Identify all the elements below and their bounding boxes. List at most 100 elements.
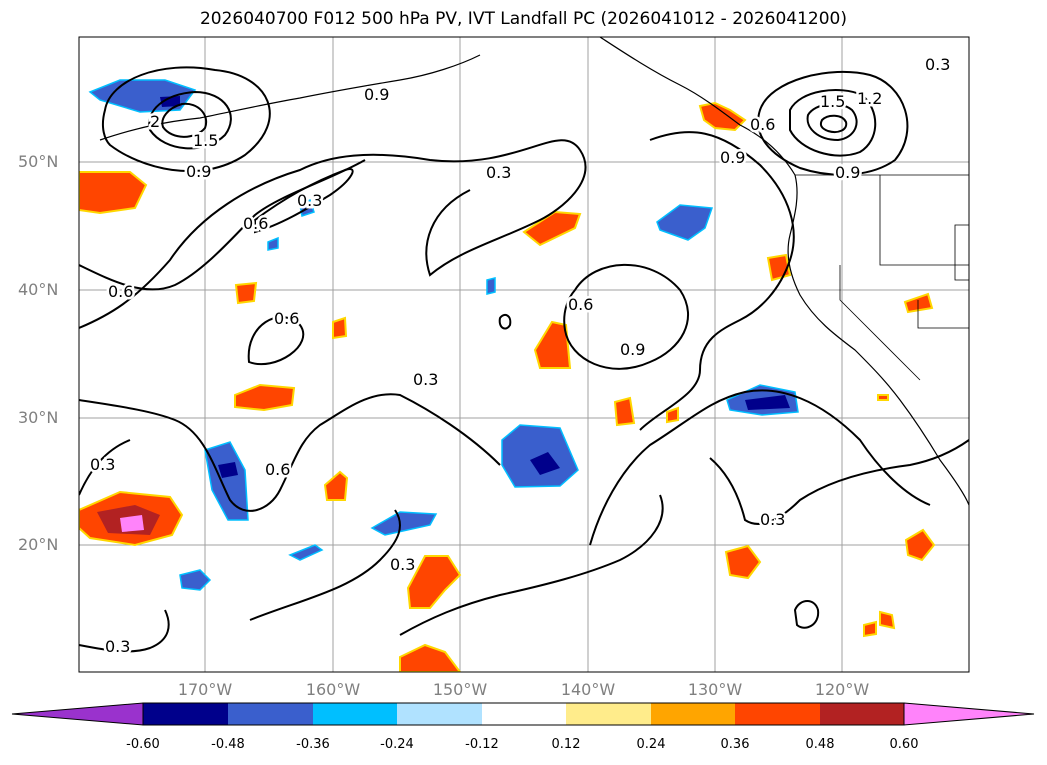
pos-blob (724, 544, 762, 580)
lon-label: 170°W (177, 680, 233, 699)
colorbar-tick: -0.24 (380, 737, 414, 752)
pos-blob (666, 406, 679, 424)
colorbar-swatch (482, 703, 566, 725)
pos-blob (877, 394, 889, 401)
contour-0.6-west (79, 139, 587, 329)
pos-blob (399, 643, 462, 672)
aleutians (99, 54, 481, 141)
map-background (79, 37, 969, 672)
contour-label: 0.6 (243, 214, 268, 233)
pos-blob (903, 292, 934, 314)
contour-2 (161, 102, 208, 138)
pos-blob (323, 470, 349, 501)
colorbar-swatch (313, 703, 397, 725)
neg-blob (267, 236, 279, 251)
state-border (839, 265, 921, 381)
contour-0.6-east (639, 131, 795, 431)
contour-label: 0.3 (486, 163, 511, 182)
pos-blob (863, 620, 877, 638)
colorbar-swatch (651, 703, 735, 725)
lon-label: 150°W (432, 680, 488, 699)
contour-label: 0.6 (750, 115, 775, 134)
pos-blob (234, 383, 296, 412)
contour-label: 1.2 (857, 89, 882, 108)
lat-label: 50°N (18, 152, 59, 171)
contour-0.3-se (709, 439, 969, 525)
pos-blob (879, 610, 896, 630)
neg-blob-core (218, 462, 238, 478)
coastline (99, 37, 969, 506)
contour-1.5 (148, 90, 232, 150)
contour-1.2 (789, 89, 877, 157)
colorbar-frame (142, 702, 905, 726)
pos-blob (613, 396, 636, 427)
colorbar-swatch (228, 703, 313, 725)
contour-small-se (793, 600, 820, 629)
contour-label: 2 (150, 112, 160, 131)
contour-label: 0.3 (90, 455, 115, 474)
colorbar-tick: 0.60 (889, 737, 919, 752)
lat-label: 20°N (18, 535, 59, 554)
chart-title: 2026040700 F012 500 hPa PV, IVT Landfall… (199, 9, 847, 29)
colorbar-tick: -0.12 (465, 737, 499, 752)
colorbar-swatch (566, 703, 651, 725)
colorbar-swatch (735, 703, 820, 725)
colorbar-extend-right (903, 702, 1035, 726)
contour-0.3-small (254, 168, 354, 234)
colorbar-swatch (397, 703, 482, 725)
contour-label: 0.3 (297, 191, 322, 210)
colorbar (11, 702, 1035, 726)
lon-label: 120°W (814, 680, 870, 699)
neg-blob (179, 569, 212, 591)
colorbar-tick: -0.36 (296, 737, 330, 752)
pos-blob (332, 316, 348, 340)
neg-blob (486, 277, 496, 295)
contour-label: 1.5 (820, 92, 845, 111)
gridlines (79, 37, 969, 672)
state-border (917, 300, 969, 329)
neg-blob (656, 204, 714, 241)
contour-0.9 (101, 66, 271, 173)
colorbar-tick: -0.60 (126, 737, 160, 752)
colorbar-tick: 0.36 (720, 737, 750, 752)
map-frame (78, 36, 970, 673)
lon-label: 160°W (305, 680, 361, 699)
colorbar-tick: 0.24 (636, 737, 666, 752)
contour-2-east (819, 114, 848, 133)
contour-1.5-east (806, 103, 858, 142)
contour-0.3-south (589, 389, 931, 546)
lat-label: 30°N (18, 408, 59, 427)
contour-0.3-sw (79, 609, 170, 653)
neg-blob (288, 544, 324, 561)
neg-blob-core (160, 96, 180, 107)
state-border (954, 224, 969, 281)
neg-blob (204, 441, 249, 521)
neg-blob (370, 511, 438, 536)
contour-label: 0.6 (108, 282, 133, 301)
contour-0.3-mid (79, 393, 501, 512)
contour-label: 0.3 (390, 555, 415, 574)
map-panel: 0.9 0.9 1.5 1.2 1.5 2 0.6 0.6 0.6 0.3 0.… (78, 36, 970, 673)
contour-label: 0.3 (413, 370, 438, 389)
pos-blob (533, 320, 572, 369)
contour-label: 0.3 (925, 55, 950, 74)
borders (795, 174, 969, 381)
colorbar-tick: -0.48 (211, 737, 245, 752)
contour-small (498, 313, 512, 330)
contour-label: 0.6 (265, 460, 290, 479)
contour-0.6-loop (247, 316, 305, 366)
pos-blob (406, 555, 462, 609)
contour-0.3-bottom (399, 494, 664, 636)
contour-label: 0.3 (760, 510, 785, 529)
lon-label: 140°W (560, 680, 616, 699)
contour-label: 0.9 (620, 340, 645, 359)
lon-label: 130°W (687, 680, 743, 699)
pos-blob-peak (120, 515, 144, 532)
colorbar-swatch (143, 703, 228, 725)
contour-label: 0.9 (186, 162, 211, 181)
lat-label: 40°N (18, 280, 59, 299)
pos-blob (904, 528, 936, 562)
contour-label: 0.9 (364, 85, 389, 104)
state-border (879, 175, 969, 266)
contour-0.3-left (79, 439, 131, 496)
